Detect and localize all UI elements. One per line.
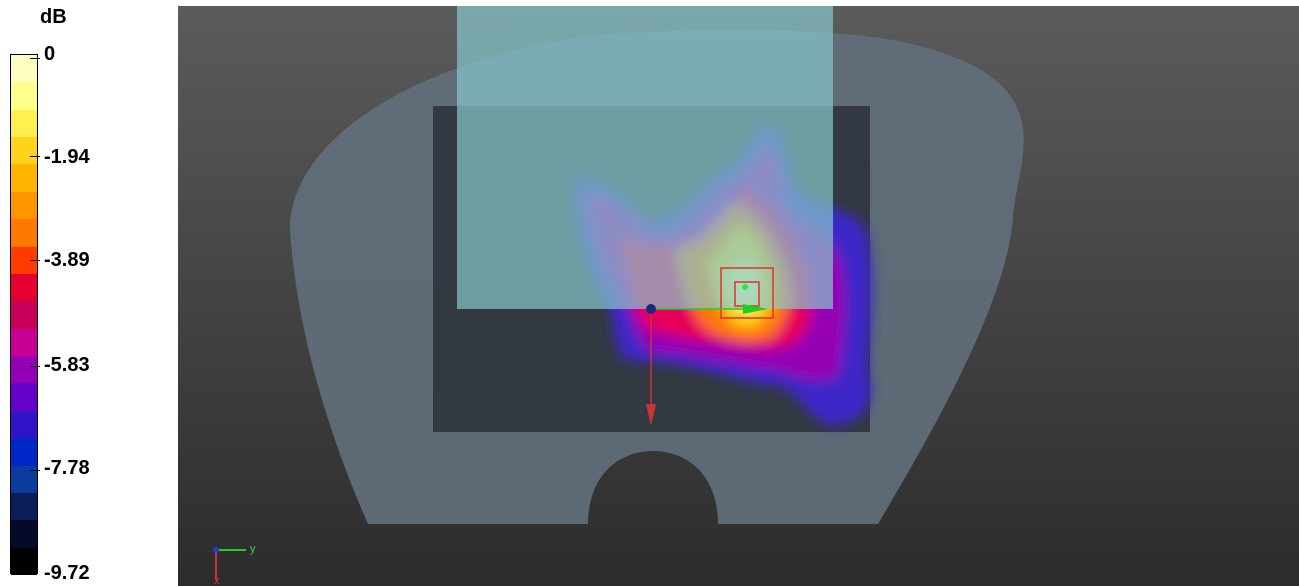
triad-y-label: y (250, 543, 256, 555)
legend-color-segment (11, 109, 37, 138)
legend-color-segment (11, 356, 37, 384)
triad-x-label: x (214, 575, 220, 586)
legend-tick (30, 260, 40, 261)
legend-label-3: -5.83 (44, 354, 90, 376)
origin-point (646, 304, 656, 314)
legend-color-segment (11, 191, 37, 220)
legend-label-2: -3.89 (44, 249, 90, 271)
legend-color-segment (11, 55, 37, 83)
legend-color-segment (11, 492, 37, 521)
legend-color-segment (11, 438, 37, 467)
legend-color-segment (11, 520, 37, 549)
legend-color-segment (11, 219, 37, 248)
legend-colorbar (10, 54, 38, 576)
scene[interactable]: y x (178, 6, 1299, 586)
legend-tick (30, 366, 40, 367)
legend-tick (30, 156, 40, 157)
source-region-box (457, 6, 833, 309)
legend-label-0: 0 (44, 43, 56, 65)
color-legend: dB 0 -1.94 -3.89 -5.83 -7.78 -9.72 (0, 0, 178, 586)
y-axis-arrowhead (743, 304, 768, 314)
legend-color-segment (11, 137, 37, 165)
legend-label-4: -7.78 (44, 457, 90, 479)
peak-point (742, 284, 748, 290)
legend-label-1: -1.94 (44, 146, 90, 168)
legend-unit: dB (40, 6, 67, 28)
legend-color-segment (11, 547, 37, 576)
legend-color-segment (11, 273, 37, 302)
legend-color-segment (11, 164, 37, 193)
legend-color-segment (11, 328, 37, 357)
legend-color-segment (11, 301, 37, 330)
legend-color-segment (11, 82, 37, 111)
legend-color-segment (11, 383, 37, 412)
peak-marker-outer (720, 267, 774, 319)
legend-color-segment (11, 410, 37, 439)
legend-tick (30, 470, 40, 471)
3d-viewport[interactable]: y x (178, 6, 1299, 586)
legend-label-5: -9.72 (44, 562, 90, 584)
x-axis-arrowhead (646, 404, 656, 426)
axes-triad: y x (213, 543, 256, 586)
legend-tick (30, 58, 40, 59)
